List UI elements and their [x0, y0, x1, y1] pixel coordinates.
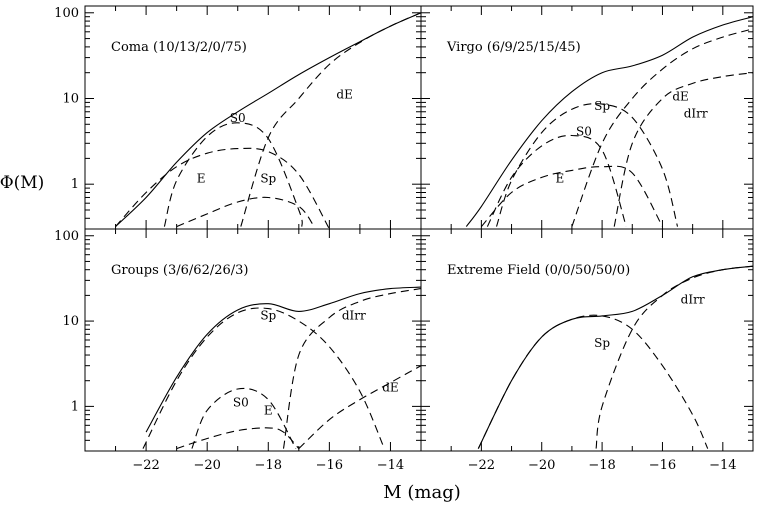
curve-label-de: dE: [382, 380, 398, 394]
series-group: [142, 286, 421, 450]
curve-label-dirr: dIrr: [681, 293, 705, 307]
series-de-line: [571, 28, 753, 227]
curve-label-sp: Sp: [260, 171, 276, 185]
curve-label-e: E: [197, 171, 206, 185]
curve-label-s0: S0: [576, 124, 592, 138]
curve-label-de: dE: [336, 87, 352, 101]
series-total-line: [477, 265, 753, 449]
x-tick-label: −16: [316, 458, 343, 473]
series-group: [465, 16, 753, 227]
y-tick-label: 100: [54, 6, 79, 21]
series-total-line: [145, 286, 421, 433]
curve-label-dirr: dIrr: [684, 107, 708, 121]
x-tick-label: −22: [132, 458, 159, 473]
x-tick-label: −20: [528, 458, 555, 473]
curve-label-e: E: [264, 404, 273, 418]
x-axis-label: M (mag): [383, 482, 461, 503]
series-s0-line: [163, 122, 303, 227]
series-s0-line: [191, 387, 297, 449]
y-tick-label: 10: [62, 91, 79, 106]
series-group: [115, 12, 421, 229]
curve-label-dirr: dIrr: [342, 308, 366, 322]
series-e-line: [115, 147, 330, 229]
curve-label-de: dE: [672, 89, 688, 103]
panel-1: 1 10 100 Coma (10/13/2/0/75) S0 E Sp dE: [54, 5, 422, 230]
curve-label-sp: Sp: [594, 336, 610, 350]
curve-label-sp: Sp: [260, 308, 276, 322]
curve-label-s0: S0: [230, 111, 246, 125]
series-s0-line: [486, 134, 627, 227]
y-axis-label: Φ(M): [0, 173, 44, 193]
panel-title: Virgo (6/9/25/15/45): [446, 40, 581, 55]
y-tick-label: 10: [62, 314, 79, 329]
x-tick-label: −16: [649, 458, 676, 473]
curve-label-sp: Sp: [594, 99, 610, 113]
panel-title: Groups (3/6/62/26/3): [111, 263, 248, 278]
series-de-line: [298, 365, 421, 450]
series-dirr-line: [595, 265, 753, 449]
series-sp-line: [142, 307, 385, 449]
panel-title: Extreme Field (0/0/50/50/0): [447, 263, 630, 278]
series-sp-line: [495, 103, 679, 227]
x-tick-label: −14: [709, 458, 736, 473]
y-tick-label: 100: [54, 229, 79, 244]
curve-label-s0: S0: [233, 395, 249, 409]
series-e-line: [480, 165, 663, 227]
x-tick-label: −20: [193, 458, 220, 473]
series-total-line: [465, 16, 753, 227]
series-sp-line: [477, 314, 709, 449]
curve-label-e: E: [555, 171, 564, 185]
series-sp-line: [176, 196, 315, 228]
panel-title: Coma (10/13/2/0/75): [111, 40, 247, 55]
y-tick-label: 1: [71, 399, 79, 414]
panel-3: −22 −20 −18 −16 −14 1 10 100 Groups (3/6/62/26/3…: [54, 228, 422, 473]
x-tick-label: −18: [588, 458, 615, 473]
series-e-line: [176, 427, 300, 450]
panel-4: −22 −20 −18 −16 −14 Extreme Field (0/0/50/50/…: [420, 228, 754, 473]
x-tick-label: −18: [255, 458, 282, 473]
y-tick-label: 1: [71, 177, 79, 192]
series-dirr-line: [282, 288, 421, 449]
x-tick-label: −22: [468, 458, 495, 473]
series-dirr-line: [613, 72, 753, 227]
x-tick-label: −14: [377, 458, 404, 473]
series-de-line: [240, 12, 421, 227]
series-group: [477, 265, 753, 449]
